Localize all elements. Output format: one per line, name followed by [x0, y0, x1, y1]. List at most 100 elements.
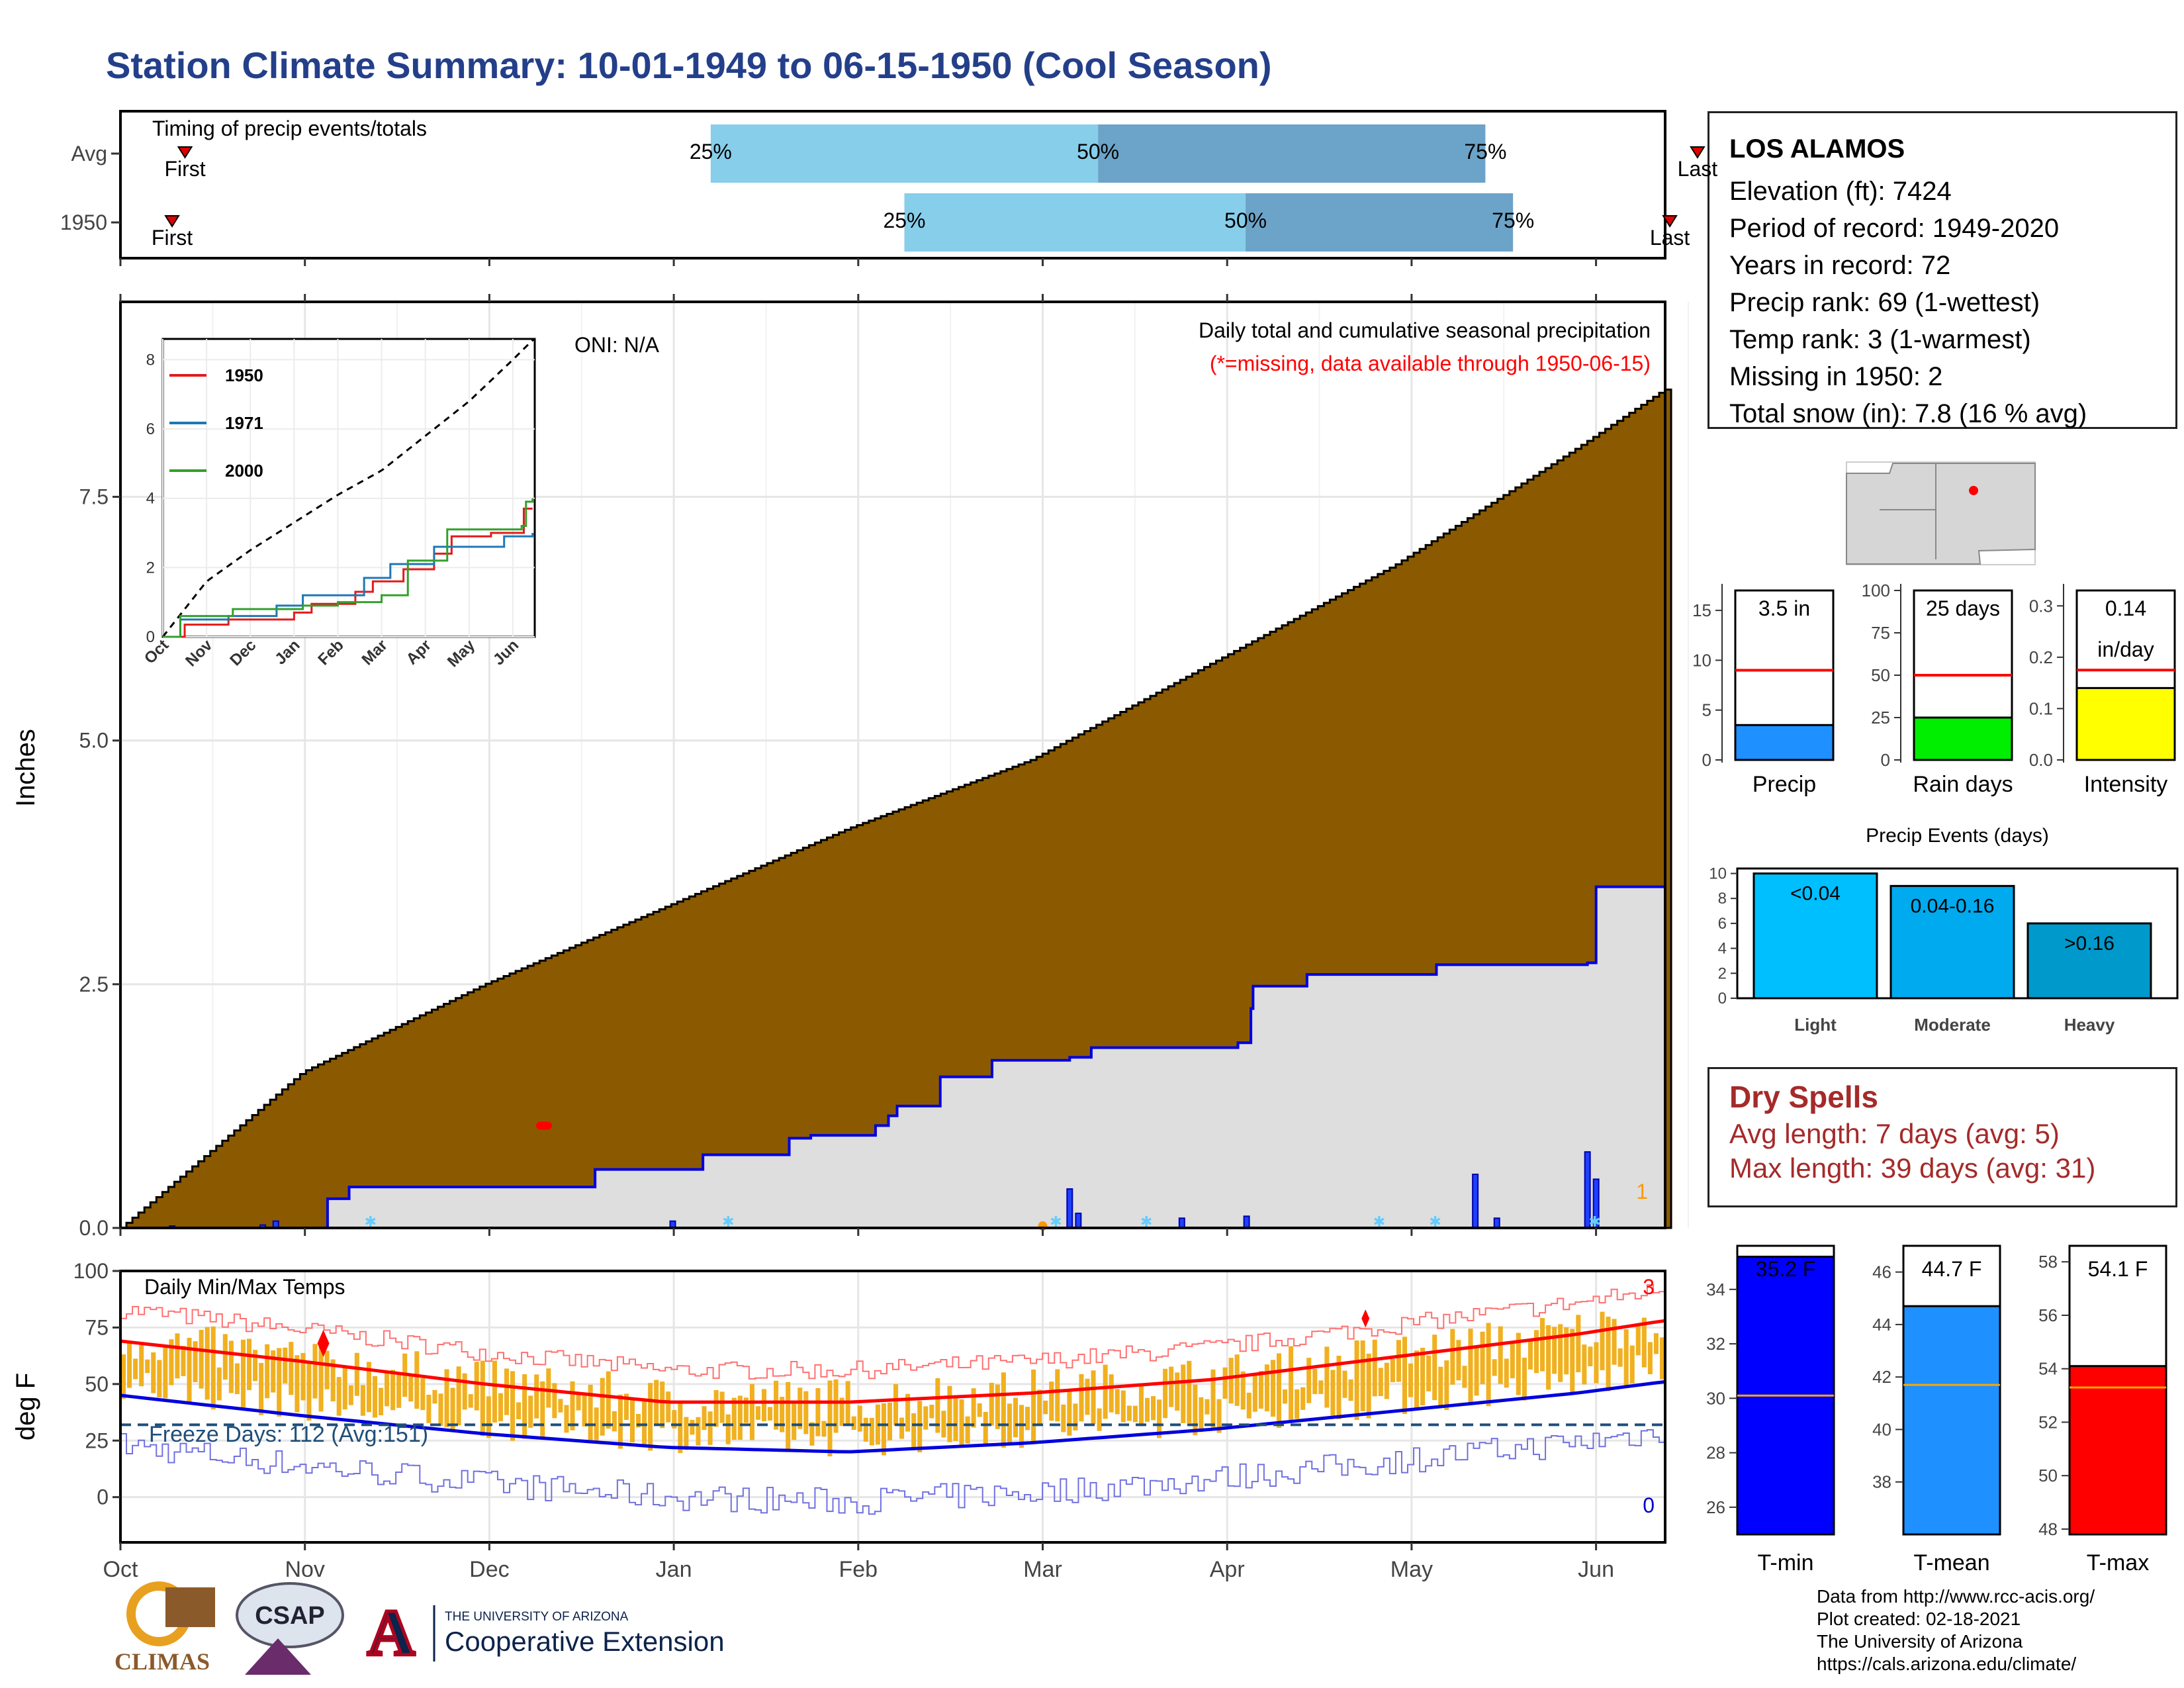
gauge-label: Intensity	[2084, 772, 2168, 797]
daily-temp-bar	[546, 1368, 551, 1408]
gauge-value-bar	[1913, 716, 2013, 761]
daily-temp-bar	[234, 1363, 240, 1395]
precip-event-category: Moderate	[1914, 1015, 1991, 1035]
precip-note-1: Daily total and cumulative seasonal prec…	[1199, 318, 1651, 342]
events-title: Precip Events (days)	[1866, 825, 2049, 847]
daily-temp-bar	[312, 1344, 318, 1399]
daily-temp-bar	[1324, 1346, 1330, 1408]
ua-logo-top: THE UNIVERSITY OF ARIZONA	[445, 1610, 629, 1624]
daily-temp-bar	[731, 1397, 737, 1440]
month-tick-label: Dec	[469, 1557, 509, 1582]
daily-temp-bar	[289, 1342, 294, 1395]
daily-temp-bar	[1025, 1407, 1030, 1430]
temp-gauge-tick-label: 42	[1872, 1367, 1891, 1387]
daily-temp-bar	[1049, 1382, 1054, 1421]
snow-marker: ✱	[1050, 1213, 1062, 1230]
daily-temp-bar	[1258, 1371, 1263, 1409]
daily-temp-bar	[1270, 1360, 1275, 1417]
station-missing: Missing in 1950: 2	[1729, 362, 1943, 391]
missing-count-label: 1	[1636, 1180, 1648, 1203]
daily-temp-bar	[253, 1350, 258, 1382]
daily-temp-bar	[432, 1389, 437, 1404]
gauge-value-text: 25 days	[1926, 596, 2000, 620]
timing-title: Timing of precip events/totals	[152, 117, 427, 140]
station-name: LOS ALAMOS	[1729, 134, 1905, 164]
gauge-tick-label: 50	[1871, 665, 1890, 685]
daily-temp-bar	[414, 1351, 420, 1409]
daily-temp-bar	[163, 1346, 168, 1399]
last-event-marker	[1690, 146, 1706, 159]
daily-temp-bar	[295, 1355, 300, 1413]
daily-temp-bar	[1384, 1362, 1389, 1399]
daily-temp-bar	[995, 1384, 1000, 1429]
avg-max-temp-line	[120, 1319, 1666, 1404]
snow-marker: ✱	[1588, 1213, 1600, 1230]
temp-gauge-bar	[1902, 1305, 2001, 1536]
daily-temp-bar	[797, 1387, 803, 1429]
last-event-label: Last	[1650, 226, 1690, 250]
snow-marker: ✱	[1140, 1213, 1152, 1230]
temp-gauge-tick-label: 26	[1706, 1497, 1725, 1517]
daily-temp-bar	[1144, 1397, 1150, 1422]
daily-temp-bar	[576, 1392, 581, 1411]
daily-temp-bar	[1402, 1336, 1407, 1415]
daily-temp-bar	[1432, 1335, 1437, 1401]
month-tick-label: May	[1390, 1557, 1433, 1582]
daily-temp-bar	[1533, 1330, 1539, 1374]
daily-precip-bar	[1472, 1174, 1479, 1229]
daily-temp-bar	[1378, 1368, 1383, 1397]
daily-temp-bar	[534, 1374, 539, 1419]
daily-temp-bar	[1522, 1357, 1527, 1401]
daily-temp-bar	[786, 1382, 791, 1450]
daily-temp-bar	[468, 1394, 473, 1408]
daily-temp-bar	[1570, 1329, 1575, 1393]
daily-temp-bar	[1276, 1353, 1282, 1429]
snow-marker: ✱	[1429, 1213, 1441, 1230]
timing-label-50: 50%	[1224, 209, 1267, 232]
inset-legend-label: 1971	[225, 413, 263, 433]
daily-temp-bar	[450, 1387, 455, 1431]
first-event-label: First	[164, 157, 205, 181]
daily-temp-bar	[1360, 1340, 1365, 1411]
daily-temp-bar	[1120, 1390, 1126, 1423]
timing-bar-q1	[710, 124, 1099, 183]
daily-temp-bar	[474, 1362, 479, 1411]
inset-y-tick-label: 4	[146, 490, 155, 508]
daily-temp-bar	[606, 1371, 611, 1429]
daily-temp-bar	[684, 1417, 689, 1450]
daily-temp-bar	[1653, 1333, 1659, 1354]
daily-temp-bar	[648, 1383, 653, 1451]
dry-spells-max: Max length: 39 days (avg: 31)	[1729, 1152, 2096, 1184]
daily-temp-bar	[259, 1362, 264, 1415]
gauge-value-text: 3.5 in	[1758, 596, 1810, 620]
daily-temp-bar	[941, 1411, 946, 1438]
daily-temp-bar	[696, 1417, 701, 1446]
daily-temp-bar	[672, 1410, 677, 1429]
events-tick-label: 4	[1718, 940, 1727, 958]
daily-temp-bar	[1138, 1383, 1144, 1427]
daily-temp-bar	[1372, 1339, 1377, 1397]
daily-temp-bar	[1498, 1326, 1503, 1384]
daily-temp-bar	[1659, 1337, 1664, 1380]
daily-temp-bar	[1527, 1341, 1533, 1370]
daily-temp-bar	[228, 1340, 234, 1393]
daily-temp-bar	[887, 1402, 892, 1440]
daily-temp-bar	[1193, 1384, 1198, 1436]
last-event-label: Last	[1678, 157, 1718, 181]
daily-temp-bar	[761, 1389, 767, 1422]
daily-temp-bar	[1396, 1340, 1401, 1382]
daily-temp-bar	[1600, 1311, 1605, 1370]
daily-temp-bar	[205, 1327, 210, 1400]
daily-temp-bar	[833, 1379, 839, 1433]
daily-temp-bar	[1019, 1405, 1024, 1448]
month-tick-label: Mar	[1023, 1557, 1062, 1582]
temp-gauge-tick-label: 40	[1872, 1419, 1891, 1439]
precip-event-bar-text: <0.04	[1790, 883, 1841, 905]
daily-temp-bar	[642, 1400, 647, 1446]
daily-temp-bar	[1468, 1329, 1473, 1405]
daily-temp-bar	[1629, 1345, 1635, 1384]
gauge-tick-label: 0.2	[2029, 647, 2053, 667]
daily-temp-bar	[1546, 1325, 1551, 1390]
